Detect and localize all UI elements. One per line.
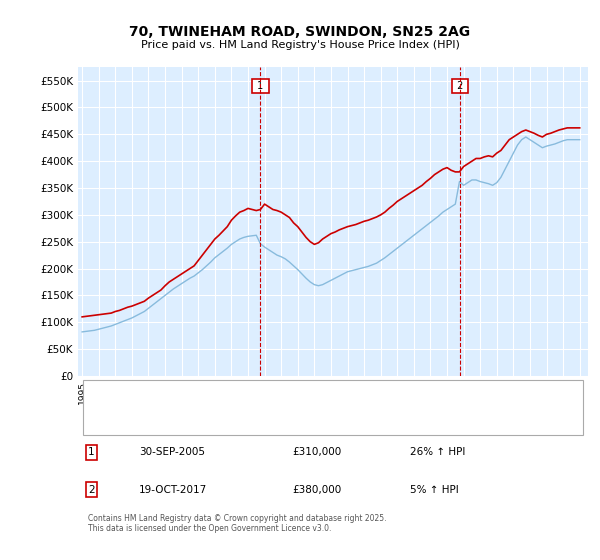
FancyBboxPatch shape — [83, 380, 583, 435]
Text: 1: 1 — [88, 447, 95, 458]
Text: 2: 2 — [454, 81, 466, 91]
Text: 30-SEP-2005: 30-SEP-2005 — [139, 447, 205, 458]
Text: 19-OCT-2017: 19-OCT-2017 — [139, 484, 208, 494]
Text: HPI: Average price, detached house, Swindon: HPI: Average price, detached house, Swin… — [139, 416, 361, 426]
Text: 70, TWINEHAM ROAD, SWINDON, SN25 2AG (detached house): 70, TWINEHAM ROAD, SWINDON, SN25 2AG (de… — [139, 388, 443, 398]
Text: Contains HM Land Registry data © Crown copyright and database right 2025.
This d: Contains HM Land Registry data © Crown c… — [88, 514, 387, 533]
Text: £380,000: £380,000 — [292, 484, 341, 494]
Text: £310,000: £310,000 — [292, 447, 341, 458]
Text: 70, TWINEHAM ROAD, SWINDON, SN25 2AG: 70, TWINEHAM ROAD, SWINDON, SN25 2AG — [130, 25, 470, 39]
Text: 5% ↑ HPI: 5% ↑ HPI — [409, 484, 458, 494]
Text: 26% ↑ HPI: 26% ↑ HPI — [409, 447, 465, 458]
Text: 1: 1 — [254, 81, 266, 91]
Text: Price paid vs. HM Land Registry's House Price Index (HPI): Price paid vs. HM Land Registry's House … — [140, 40, 460, 50]
Text: 2: 2 — [88, 484, 95, 494]
